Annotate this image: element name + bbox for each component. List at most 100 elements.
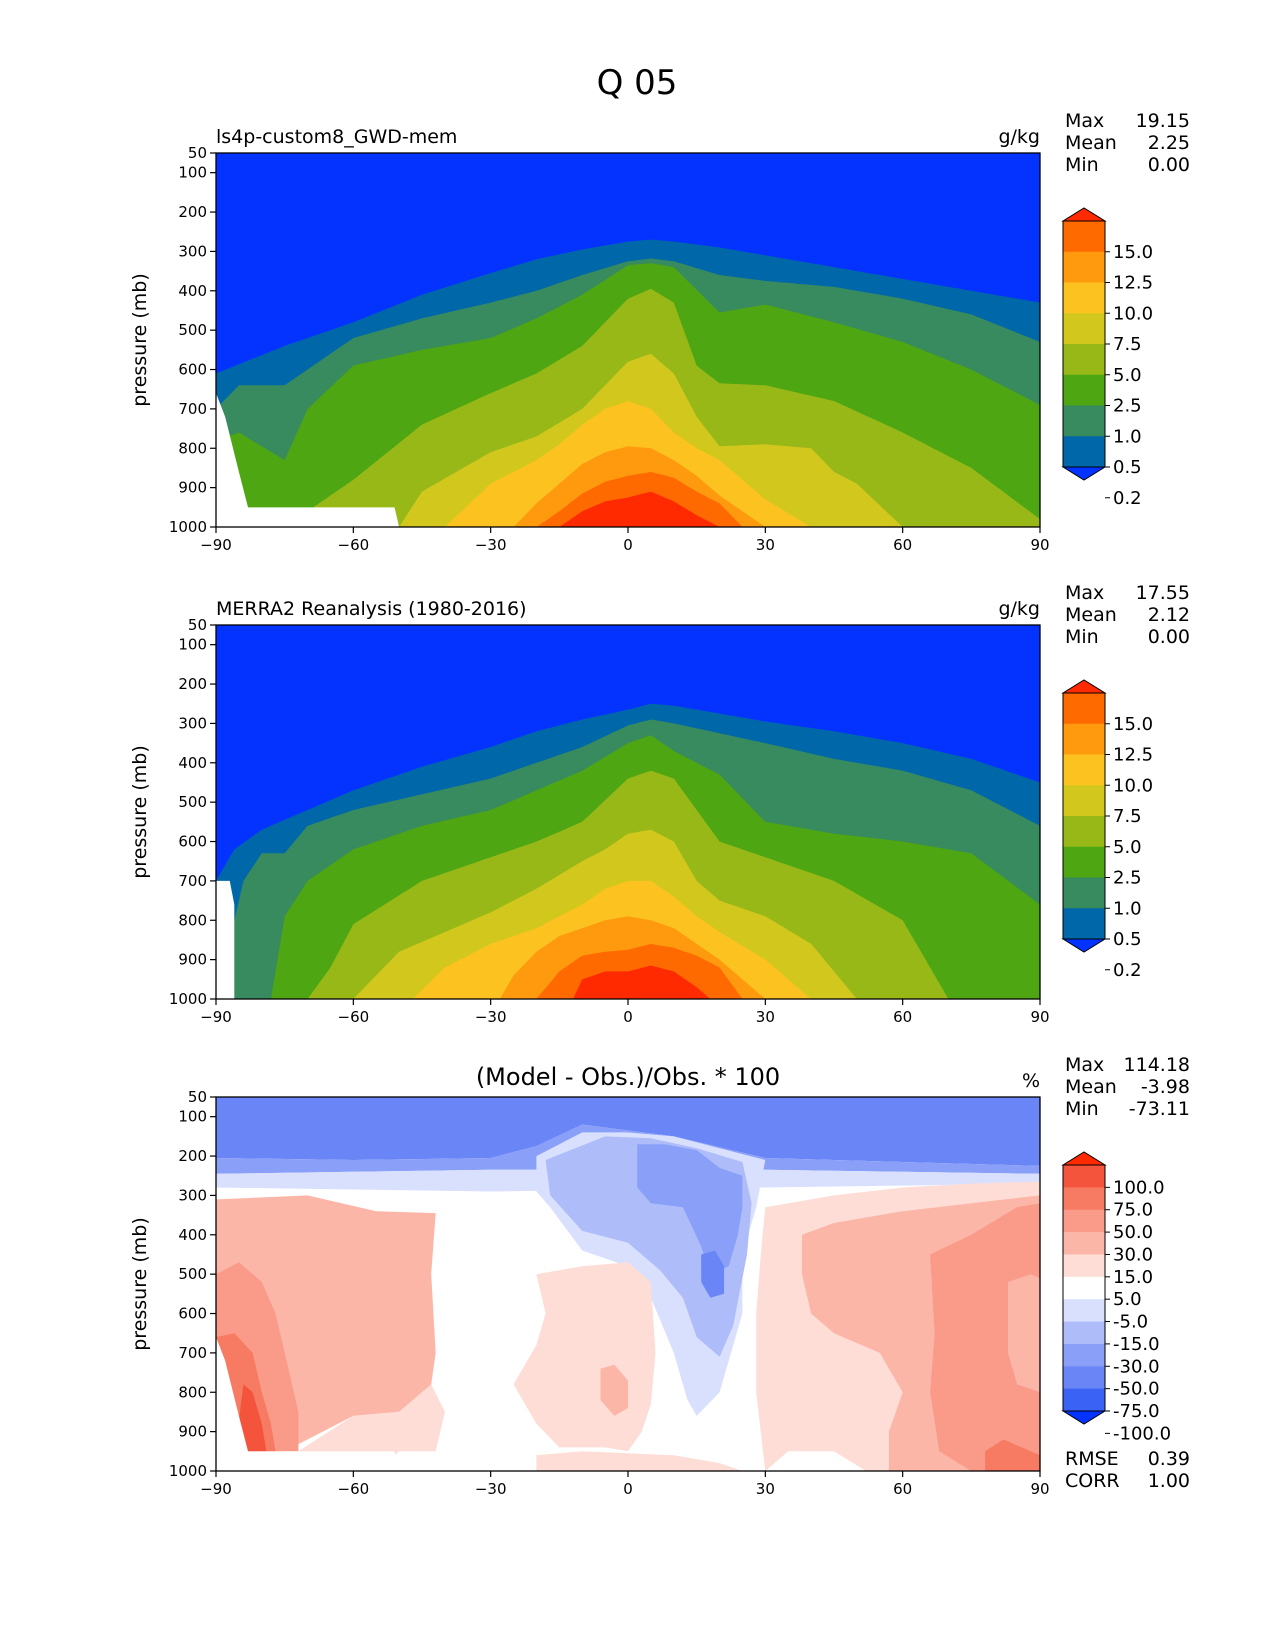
stat-value: 0.00 [1148, 626, 1190, 648]
colorbar-segment [1063, 1165, 1105, 1188]
colorbar-segment [1063, 785, 1105, 817]
colorbar-segment [1063, 1321, 1105, 1345]
colorbar-segment [1063, 1254, 1105, 1278]
y-tick-label: 100 [178, 636, 207, 654]
rmse-value: 0.39 [1148, 1448, 1190, 1470]
colorbar-extend-min [1061, 938, 1107, 953]
y-tick-label: 400 [178, 282, 207, 300]
colorbar-label: 100.0 [1113, 1177, 1165, 1198]
x-tick-label: −30 [475, 1480, 507, 1498]
y-axis-label: pressure (mb) [129, 745, 151, 879]
colorbar-label: 30.0 [1113, 1244, 1153, 1265]
colorbar-segment [1063, 344, 1105, 376]
colorbar-label: -30.0 [1113, 1356, 1160, 1377]
colorbar-extend-min [1061, 1410, 1107, 1425]
y-tick-label: 600 [178, 1305, 207, 1323]
colorbar-label: 1.0 [1113, 426, 1142, 447]
x-tick-label: 90 [1030, 1008, 1049, 1026]
colorbar-extend-max [1061, 679, 1107, 694]
x-tick-label: −90 [200, 1480, 232, 1498]
stat-value: 19.15 [1136, 110, 1190, 132]
x-tick-label: 0 [623, 536, 633, 554]
y-tick-label: 800 [178, 1383, 207, 1401]
y-tick-label: 700 [178, 400, 207, 418]
colorbar-segment [1063, 877, 1105, 909]
topography-mask [216, 393, 400, 527]
y-tick-label: 50 [188, 616, 207, 634]
colorbar-extend-max [1061, 207, 1107, 222]
colorbar-segment [1063, 1232, 1105, 1255]
diff-tropical-negative-spot [701, 1250, 725, 1298]
stat-value: -3.98 [1141, 1076, 1190, 1098]
x-tick-label: −60 [338, 1008, 370, 1026]
colorbar-segment [1063, 436, 1105, 468]
x-tick-label: −30 [475, 1008, 507, 1026]
colorbar-label: 5.0 [1113, 1289, 1142, 1310]
y-tick-label: 300 [178, 1186, 207, 1204]
y-tick-label: 200 [178, 1147, 207, 1165]
stat-label: Mean [1065, 604, 1117, 626]
rmse-label: RMSE [1065, 1448, 1119, 1470]
colorbar-label: 0.5 [1113, 457, 1142, 478]
colorbar-label: 12.5 [1113, 745, 1153, 766]
colorbar-label: -100.0 [1113, 1423, 1171, 1444]
units-label: g/kg [998, 598, 1040, 620]
corr-label: CORR [1065, 1470, 1120, 1492]
colorbar-label: 5.0 [1113, 365, 1142, 386]
x-tick-label: 30 [756, 1480, 775, 1498]
y-tick-label: 300 [178, 714, 207, 732]
stat-label: Max [1065, 1054, 1104, 1076]
x-tick-label: −60 [338, 1480, 370, 1498]
x-tick-label: −90 [200, 536, 232, 554]
diff-surface-band [536, 1451, 743, 1471]
colorbar-label: 5.0 [1113, 837, 1142, 858]
colorbar-extend-min [1061, 466, 1107, 481]
y-tick-label: 100 [178, 164, 207, 182]
y-tick-label: 600 [178, 361, 207, 379]
diff-northern-positive-inner [930, 1203, 1040, 1471]
colorbar-label: 75.0 [1113, 1200, 1153, 1221]
figure-title: Q 05 [597, 63, 678, 103]
colorbar-frame [1062, 1164, 1106, 1412]
stat-value: 17.55 [1136, 582, 1190, 604]
y-tick-label: 200 [178, 675, 207, 693]
stat-value: -73.11 [1129, 1098, 1190, 1120]
x-tick-label: 60 [893, 1480, 912, 1498]
y-tick-label: 800 [178, 911, 207, 929]
y-tick-label: 600 [178, 833, 207, 851]
colorbar-segment [1063, 313, 1105, 345]
y-axis-label: pressure (mb) [129, 273, 151, 407]
colorbar-segment [1063, 1343, 1105, 1367]
colorbar-label: 10.0 [1113, 303, 1153, 324]
diff-tropical-negative-core [637, 1144, 743, 1275]
x-tick-label: −90 [200, 1008, 232, 1026]
stat-label: Min [1065, 626, 1099, 648]
colorbar-extend-max [1061, 1151, 1107, 1166]
colorbar-label: 10.0 [1113, 775, 1153, 796]
topography-mask [216, 880, 235, 999]
colorbar-label: 15.0 [1113, 714, 1153, 735]
y-tick-label: 1000 [169, 1462, 207, 1480]
colorbar-segment [1063, 1276, 1105, 1300]
y-tick-label: 500 [178, 1265, 207, 1283]
y-tick-label: 50 [188, 144, 207, 162]
colorbar-label: 50.0 [1113, 1222, 1153, 1243]
y-tick-label: 100 [178, 1108, 207, 1126]
x-tick-label: −60 [338, 536, 370, 554]
colorbar-segment [1063, 846, 1105, 878]
colorbar-segment [1063, 221, 1105, 253]
colorbar-label: 1.0 [1113, 898, 1142, 919]
panel-title: ls4p-custom8_GWD-mem [216, 126, 457, 148]
stat-label: Min [1065, 154, 1099, 176]
stat-value: 2.12 [1148, 604, 1190, 626]
topography-mask [216, 1337, 400, 1471]
stat-label: Max [1065, 110, 1104, 132]
colorbar-segment [1063, 1366, 1105, 1390]
y-tick-label: 500 [178, 793, 207, 811]
diff-upper-strong-negative [216, 1097, 1040, 1166]
colorbar-segment [1063, 754, 1105, 786]
colorbar-label: 7.5 [1113, 334, 1142, 355]
stat-label: Mean [1065, 132, 1117, 154]
